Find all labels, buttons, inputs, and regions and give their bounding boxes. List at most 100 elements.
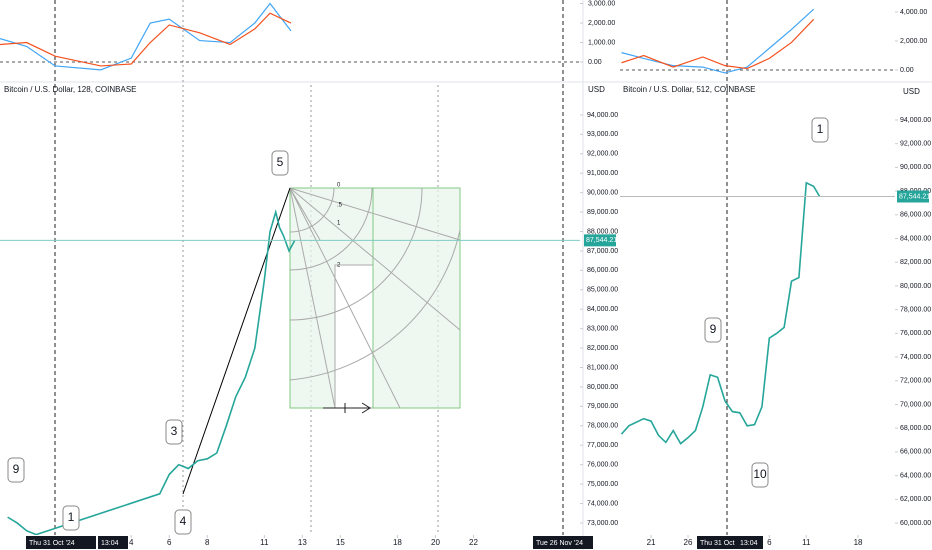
y-tick-label: 90,000.00 — [900, 164, 931, 171]
y-tick-label: 94,000.00 — [587, 112, 618, 119]
y-tick-label: 0.00 — [588, 59, 602, 66]
y-tick-label: 78,000.00 — [587, 423, 618, 430]
fib-label: 1 — [337, 221, 341, 227]
callout — [271, 150, 289, 176]
crosshair-box — [26, 536, 96, 549]
callout-label: 4 — [180, 514, 187, 528]
fib-label: 2 — [337, 263, 341, 269]
y-tick-label: 80,000.00 — [587, 384, 618, 391]
callout-label: 1 — [68, 510, 75, 524]
y-tick-label: 62,000.00 — [900, 496, 931, 503]
y-tick-label: 2,000.00 — [900, 38, 927, 45]
callout-label: 5 — [277, 155, 284, 169]
callout — [751, 462, 769, 488]
unit: USD — [903, 87, 920, 96]
crosshair-label: Thu 31 Oct '24 — [29, 540, 75, 547]
gann-box — [289, 187, 461, 414]
callout-label: 10 — [753, 467, 767, 481]
crosshair-box — [533, 536, 593, 549]
y-tick-label: 80,000.00 — [900, 283, 931, 290]
callout — [811, 117, 829, 143]
x-tick-label: 11 — [260, 538, 269, 547]
x-tick-label: 18 — [393, 538, 402, 547]
x-tick-label: 13 — [298, 538, 307, 547]
y-tick-label: 77,000.00 — [587, 442, 618, 449]
price-line — [0, 12, 292, 67]
fib-label: 0 — [337, 183, 341, 189]
crosshair-box — [737, 536, 763, 549]
callout-label: 3 — [171, 424, 178, 438]
y-tick-label: 88,000.00 — [587, 228, 618, 235]
callout — [704, 317, 722, 343]
y-tick-label: 72,000.00 — [900, 378, 931, 385]
y-tick-label: 82,000.00 — [587, 345, 618, 352]
y-tick-label: 86,000.00 — [900, 212, 931, 219]
y-tick-label: 85,000.00 — [587, 287, 618, 294]
callout — [7, 457, 25, 483]
x-tick-label: 22 — [469, 538, 478, 547]
x-tick-label: 4 — [129, 538, 134, 547]
x-tick-label: 20 — [431, 538, 440, 547]
y-tick-label: 89,000.00 — [587, 209, 618, 216]
x-tick-label: 21 — [647, 538, 656, 547]
y-tick-label: 87,000.00 — [587, 248, 618, 255]
price-line — [7, 208, 296, 535]
fib-label: .5 — [337, 203, 343, 209]
y-tick-label: 81,000.00 — [587, 364, 618, 371]
y-tick-label: 91,000.00 — [587, 170, 618, 177]
x-tick-label: 8 — [205, 538, 210, 547]
x-tick-label: 26 — [684, 538, 693, 547]
y-tick-label: 74,000.00 — [900, 354, 931, 361]
y-tick-label: 92,000.00 — [900, 141, 931, 148]
callout-label: 1 — [817, 122, 824, 136]
x-tick-label: 11 — [802, 538, 811, 547]
y-tick-label: 76,000.00 — [900, 330, 931, 337]
y-tick-label: 75,000.00 — [587, 481, 618, 488]
callout-label: 9 — [710, 322, 717, 336]
x-tick-label: 15 — [336, 538, 345, 547]
callout — [174, 509, 192, 535]
x-tick-label: 6 — [167, 538, 172, 547]
unit: USD — [588, 85, 605, 94]
price-tag — [584, 234, 616, 247]
crosshair-label: 13:04 — [101, 540, 119, 547]
y-tick-label: 4,000.00 — [900, 9, 927, 16]
y-tick-label: 76,000.00 — [587, 462, 618, 469]
price-line — [620, 181, 821, 445]
y-tick-label: 0.00 — [900, 67, 914, 74]
y-tick-label: 70,000.00 — [900, 401, 931, 408]
y-tick-label: 68,000.00 — [900, 425, 931, 432]
y-tick-label: 3,000.00 — [588, 0, 615, 7]
y-tick-label: 60,000.00 — [900, 520, 931, 527]
price-tag-label: 87,544.21 — [586, 237, 617, 244]
trend-line — [182, 187, 291, 495]
y-tick-label: 1,000.00 — [588, 39, 615, 46]
y-tick-label: 92,000.00 — [587, 151, 618, 158]
y-tick-label: 2,000.00 — [588, 20, 615, 27]
y-tick-label: 64,000.00 — [900, 472, 931, 479]
y-tick-label: 90,000.00 — [587, 189, 618, 196]
y-tick-label: 86,000.00 — [587, 267, 618, 274]
y-tick-label: 93,000.00 — [587, 131, 618, 138]
price-tag-label: 87,544.21 — [899, 193, 930, 200]
y-tick-label: 94,000.00 — [900, 117, 931, 124]
x-tick-label: 18 — [854, 538, 863, 547]
x-tick-label: 6 — [767, 538, 772, 547]
y-tick-label: 83,000.00 — [587, 325, 618, 332]
y-tick-label: 74,000.00 — [587, 500, 618, 507]
price-line — [0, 2, 292, 71]
symbol-title: Bitcoin / U.S. Dollar, 128, COINBASE — [4, 85, 137, 94]
crosshair-label: Tue 26 Nov '24 — [536, 540, 583, 547]
symbol-title: Bitcoin / U.S. Dollar, 512, COINBASE — [623, 85, 756, 94]
price-line — [621, 8, 815, 74]
price-tag — [897, 190, 929, 203]
y-tick-label: 82,000.00 — [900, 259, 931, 266]
y-tick-label: 78,000.00 — [900, 306, 931, 313]
y-tick-label: 66,000.00 — [900, 449, 931, 456]
y-tick-label: 84,000.00 — [900, 235, 931, 242]
crosshair-label: 13:04 — [740, 540, 758, 547]
callout-label: 9 — [13, 462, 20, 476]
y-tick-label: 79,000.00 — [587, 403, 618, 410]
